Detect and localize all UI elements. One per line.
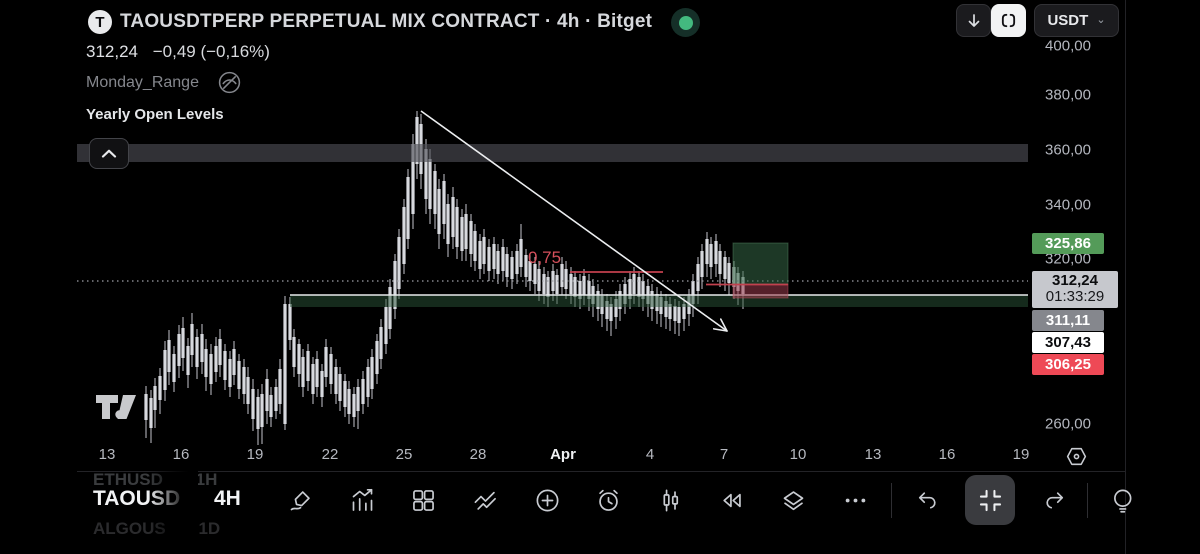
plus-circle-icon: [536, 489, 558, 511]
prev-symbol: ETHUSD: [93, 470, 163, 489]
bar-type-button[interactable]: [648, 478, 692, 522]
price-change: −0,49 (−0,16%): [152, 42, 270, 61]
price-axis-label: 260,00: [1045, 415, 1091, 433]
chevron-down-icon: ⌄: [1096, 14, 1106, 26]
undo-icon: [918, 491, 936, 509]
redo-button[interactable]: [1033, 478, 1077, 522]
current-price-badge: 312,24 01:33:29: [1032, 271, 1118, 308]
time-axis-label: 10: [789, 446, 807, 463]
current-price-value: 312,24: [1052, 272, 1098, 289]
arrow-down-icon: [968, 13, 979, 27]
last-price: 312,24: [86, 42, 138, 61]
time-axis-label: 19: [246, 446, 264, 463]
layers-button[interactable]: [771, 478, 815, 522]
layout-button[interactable]: [401, 478, 445, 522]
symbol-logo[interactable]: T: [88, 10, 112, 34]
price-axis-label: 360,00: [1045, 141, 1091, 159]
price-level-badge: 325,86: [1032, 233, 1104, 254]
time-axis-label: 13: [98, 446, 116, 463]
price-row: 312,24 −0,49 (−0,16%): [86, 42, 270, 62]
gray-level-band[interactable]: [77, 144, 1028, 162]
camera-brackets-icon: [1001, 13, 1016, 28]
next-symbol: ALGOUS: [93, 519, 166, 538]
draw-tool-button[interactable]: [278, 478, 322, 522]
ellipsis-icon: [845, 498, 865, 502]
download-button[interactable]: [956, 4, 991, 37]
price-level-badge: 311,11: [1032, 310, 1104, 331]
price-level-badge: 306,25: [1032, 354, 1104, 375]
next-timeframe: 1D: [198, 519, 221, 538]
stop-loss-box[interactable]: [732, 284, 789, 299]
grid-layout-icon: [412, 489, 434, 511]
drawing-text-label: Yearly Open Levels: [86, 106, 224, 123]
green-level-band[interactable]: [290, 295, 1028, 307]
screenshot-button[interactable]: [991, 4, 1026, 37]
time-axis-label: 16: [938, 446, 956, 463]
chart-title[interactable]: TAOUSDTPERP PERPETUAL MIX CONTRACT · 4h …: [120, 11, 653, 32]
time-axis-label: 28: [469, 446, 487, 463]
tradingview-logo[interactable]: [95, 394, 137, 425]
currency-value: USDT: [1047, 12, 1089, 29]
symbol-carousel-next[interactable]: ALGOUS 1D: [93, 519, 220, 539]
alarm-clock-icon: [598, 489, 618, 511]
drawing-price-label: 0,75: [528, 248, 562, 267]
layers-icon: [783, 490, 803, 510]
time-axis-label: 4: [645, 446, 655, 463]
bar-countdown: 01:33:29: [1045, 288, 1105, 305]
lightbulb-icon: [1113, 489, 1131, 513]
indicators-button[interactable]: [340, 478, 384, 522]
toolbar-separator: [77, 471, 1125, 472]
current-timeframe: 4H: [213, 487, 241, 510]
add-button[interactable]: [525, 478, 569, 522]
price-axis-label: 380,00: [1045, 86, 1091, 104]
currency-selector[interactable]: USDT ⌄: [1034, 4, 1119, 37]
collapse-panel-button[interactable]: [89, 138, 129, 169]
time-axis-label: 13: [864, 446, 882, 463]
toolbar-divider: [891, 483, 892, 518]
collapse-corners-icon: [979, 489, 1001, 511]
candlestick-icon: [662, 489, 678, 511]
price-axis-label: 400,00: [1045, 37, 1091, 55]
trendline-drawing[interactable]: [420, 110, 728, 332]
time-axis-label: 7: [719, 446, 729, 463]
pane-separator: [1125, 0, 1126, 554]
market-open-dot-icon: [678, 15, 693, 30]
minimize-chart-button[interactable]: [965, 475, 1015, 525]
multi-line-tool-button[interactable]: [463, 478, 507, 522]
time-axis-label: 25: [395, 446, 413, 463]
ideas-button[interactable]: [1098, 478, 1142, 522]
long-target-box[interactable]: [732, 242, 789, 285]
price-axis-label: 320,00: [1045, 250, 1091, 268]
symbol-carousel-prev[interactable]: ETHUSD 1H: [93, 470, 217, 490]
marker-pen-icon: [290, 490, 310, 510]
axis-settings-button[interactable]: [1062, 442, 1090, 470]
price-level-badge: 307,43: [1032, 332, 1104, 353]
redo-icon: [1045, 491, 1063, 509]
chevron-up-icon: [101, 149, 117, 158]
tradingview-logo-icon: [96, 395, 136, 419]
indicators-chart-icon: [352, 488, 372, 511]
toolbar-divider: [1087, 483, 1088, 518]
price-axis-label: 340,00: [1045, 196, 1091, 214]
rewind-icon: [722, 493, 741, 507]
time-axis-label: Apr: [550, 446, 576, 463]
indicator-legend[interactable]: Monday_Range: [86, 70, 242, 95]
symbol-fade-mask: [148, 468, 198, 540]
undo-button[interactable]: [904, 478, 948, 522]
time-axis-label: 19: [1012, 446, 1030, 463]
indicator-name[interactable]: Monday_Range: [86, 73, 199, 91]
more-button[interactable]: [833, 478, 877, 522]
eye-off-icon[interactable]: [217, 70, 242, 95]
time-axis-label: 16: [172, 446, 190, 463]
prev-timeframe: 1H: [195, 470, 218, 489]
market-status-button[interactable]: [671, 8, 700, 37]
zigzag-lines-icon: [474, 491, 496, 510]
time-axis-label: 22: [321, 446, 339, 463]
hexagon-icon: [1066, 447, 1086, 465]
replay-button[interactable]: [709, 478, 753, 522]
alert-button[interactable]: [586, 478, 630, 522]
